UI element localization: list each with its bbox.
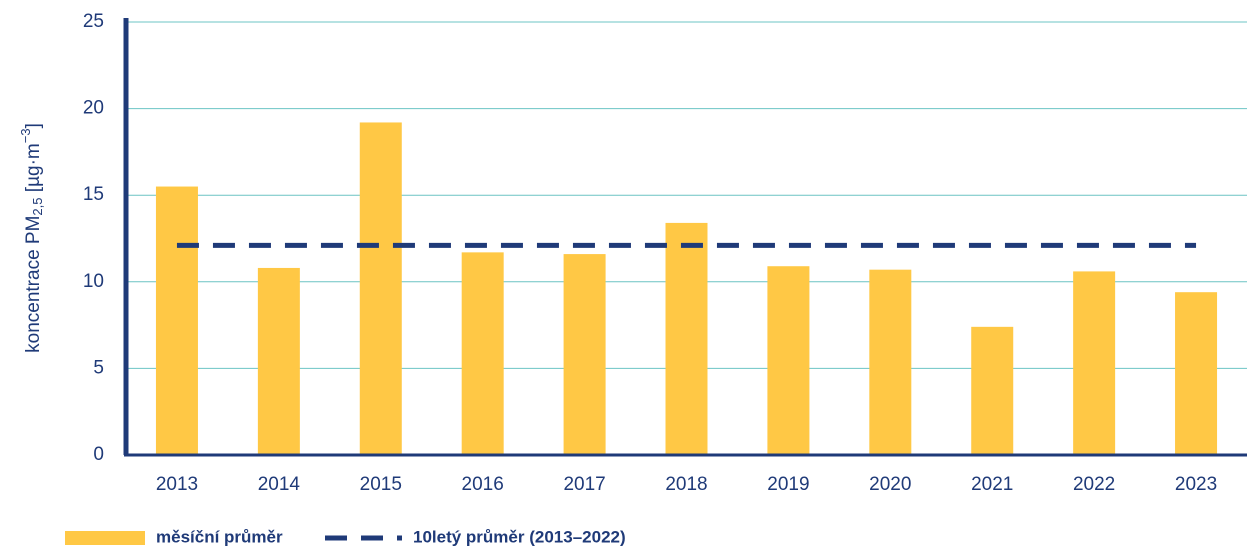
y-tick-label: 0 bbox=[93, 444, 104, 465]
x-tick-label: 2018 bbox=[665, 474, 707, 495]
legend-swatch bbox=[65, 531, 145, 545]
x-tick-label: 2023 bbox=[1175, 474, 1217, 495]
x-tick-label: 2015 bbox=[360, 474, 402, 495]
bar bbox=[155, 186, 198, 456]
bar bbox=[869, 269, 912, 455]
x-tick-label: 2013 bbox=[156, 474, 198, 495]
x-tick-label: 2016 bbox=[462, 474, 504, 495]
legend-label: měsíční průměr bbox=[156, 527, 283, 546]
y-tick-label: 10 bbox=[83, 271, 104, 292]
y-tick-label: 20 bbox=[83, 98, 104, 119]
x-tick-label: 2017 bbox=[563, 474, 605, 495]
x-tick-label: 2019 bbox=[767, 474, 809, 495]
bar bbox=[1175, 292, 1218, 455]
x-tick-label: 2021 bbox=[971, 474, 1013, 495]
bar bbox=[257, 267, 300, 455]
bar bbox=[971, 326, 1014, 455]
y-tick-label: 25 bbox=[83, 11, 104, 32]
x-tick-label: 2022 bbox=[1073, 474, 1115, 495]
y-axis-label: koncentrace PM2,5 [µg·m−3] bbox=[18, 123, 45, 353]
y-tick-label: 5 bbox=[93, 357, 104, 378]
bar bbox=[461, 252, 504, 455]
y-tick-label: 15 bbox=[83, 184, 104, 205]
bar bbox=[665, 222, 708, 455]
x-tick-label: 2014 bbox=[258, 474, 301, 495]
bar bbox=[563, 254, 606, 455]
bar bbox=[1073, 271, 1116, 455]
legend-label: 10letý průměr (2013–2022) bbox=[413, 527, 626, 546]
x-tick-label: 2020 bbox=[869, 474, 911, 495]
bar bbox=[767, 266, 810, 455]
bar bbox=[359, 122, 402, 456]
